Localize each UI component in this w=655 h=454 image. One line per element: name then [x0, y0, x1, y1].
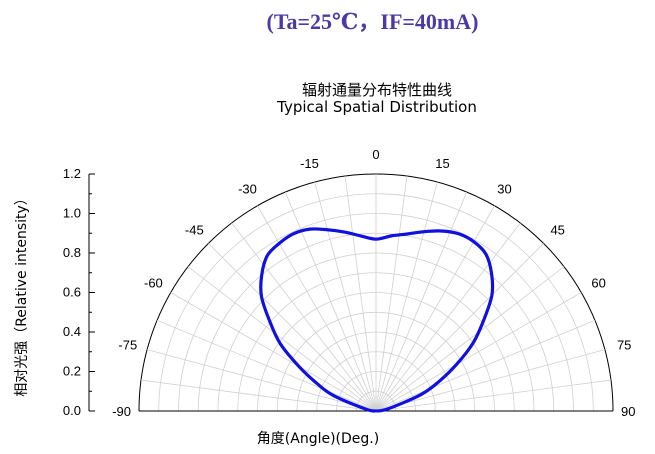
radial-axis: 0.0 0.2 0.4 0.6 0.8 1.0 1.2 [63, 166, 95, 418]
grid-spoke [375, 243, 544, 412]
angle-tick-label: 30 [497, 181, 511, 196]
grid-spoke [375, 349, 606, 412]
grid-spoke [156, 319, 377, 412]
grid-spoke [284, 191, 377, 412]
grid-spoke [375, 266, 565, 412]
angle-tick-label: 60 [591, 276, 605, 291]
grid-spoke [375, 319, 596, 412]
grid-spoke [170, 292, 377, 412]
angle-tick-label: -60 [144, 276, 163, 291]
y-tick-label: 0.2 [63, 364, 81, 379]
grid-spoke [344, 175, 377, 412]
grid-spoke [375, 292, 582, 412]
grid-spoke [314, 181, 377, 412]
angle-tick-label: -30 [238, 181, 257, 196]
polar-grid [138, 173, 614, 412]
grid-spoke [375, 222, 521, 412]
grid-spoke [375, 205, 495, 412]
angle-tick-labels: -90 -75 -60 -45 -30 -15 0 15 30 45 60 75 90 [112, 147, 635, 419]
x-axis-label: 角度(Angle)(Deg.) [257, 431, 379, 447]
y-tick-label: 0.0 [63, 403, 81, 418]
y-tick-label: 0.6 [63, 285, 81, 300]
angle-tick-label: 0 [372, 147, 379, 162]
y-tick-label: 1.2 [63, 166, 81, 181]
angle-tick-label: -15 [300, 156, 319, 171]
angle-tick-label: 90 [621, 404, 635, 419]
y-tick-label: 0.8 [63, 245, 81, 260]
intensity-series-line [259, 227, 495, 413]
grid-spoke [140, 379, 377, 412]
grid-spoke [231, 222, 377, 412]
angle-tick-label: 45 [550, 222, 564, 237]
angle-tick-label: -90 [112, 404, 131, 419]
test-condition-heading: (Ta=25℃，IF=40mA) [266, 9, 479, 34]
y-tick-label: 1.0 [63, 206, 81, 221]
grid-spoke [187, 266, 377, 412]
grid-spoke [208, 243, 377, 412]
chart-subtitle: Typical Spatial Distribution [276, 98, 477, 116]
y-tick-label: 0.4 [63, 324, 81, 339]
angle-tick-label: -45 [185, 222, 204, 237]
y-axis-label: 相对光强（Relative intensity） [14, 191, 30, 397]
angle-tick-label: -75 [118, 338, 137, 353]
grid-spoke [375, 181, 438, 412]
chart-title: 辐射通量分布特性曲线 [302, 81, 452, 99]
grid-spoke [257, 205, 377, 412]
grid-spoke [375, 379, 612, 412]
angle-tick-label: 75 [617, 338, 631, 353]
angle-tick-label: 15 [435, 156, 449, 171]
grid-spoke [375, 191, 468, 412]
grid-spoke [146, 349, 377, 412]
grid-spoke [375, 175, 408, 412]
